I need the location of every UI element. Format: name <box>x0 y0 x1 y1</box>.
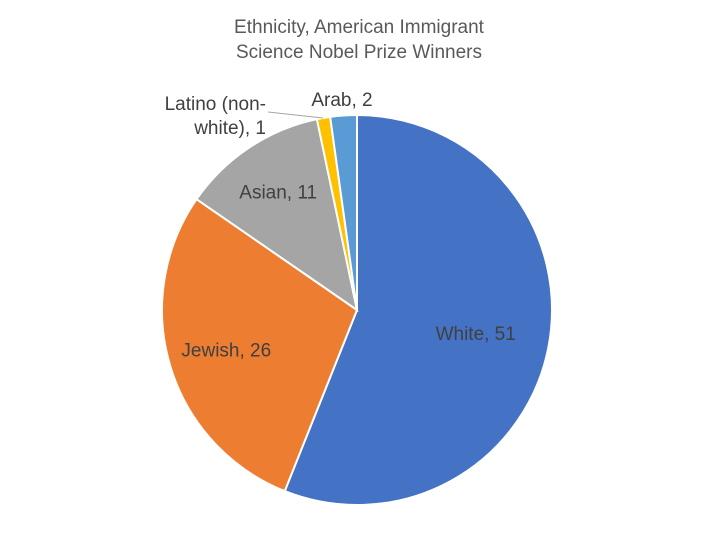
data-label-line: Arab, 2 <box>311 90 372 111</box>
pie-slices <box>161 113 553 506</box>
data-label-line: Latino (non- <box>165 94 266 115</box>
data-label-arab: Arab, 2 <box>311 90 372 111</box>
chart-title-line-1: Ethnicity, American Immigrant <box>234 17 485 38</box>
pie-slice-asian <box>195 117 359 313</box>
data-label-jewish: Jewish, 26 <box>181 341 271 362</box>
pie-slice-arab <box>329 113 358 311</box>
data-label-line: Jewish, 26 <box>181 341 271 362</box>
data-label-line: white), 1 <box>193 118 266 139</box>
leader-line <box>267 111 324 119</box>
pie-slice-white <box>283 113 553 506</box>
data-label-asian: Asian, 11 <box>239 183 317 204</box>
chart-title: Ethnicity, American Immigrant Science No… <box>234 17 485 63</box>
data-label-white: White, 51 <box>436 324 516 345</box>
data-label-latino-non-white: Latino (non-white), 1 <box>165 94 266 139</box>
pie-data-labels: White, 51 Jewish, 26 Asian, 11 Latino (non-… <box>165 90 516 362</box>
pie-slice-jewish <box>161 197 359 493</box>
data-label-line: White, 51 <box>436 324 516 345</box>
data-label-line: Asian, 11 <box>239 183 317 204</box>
chart-title-line-2: Science Nobel Prize Winners <box>236 42 482 63</box>
